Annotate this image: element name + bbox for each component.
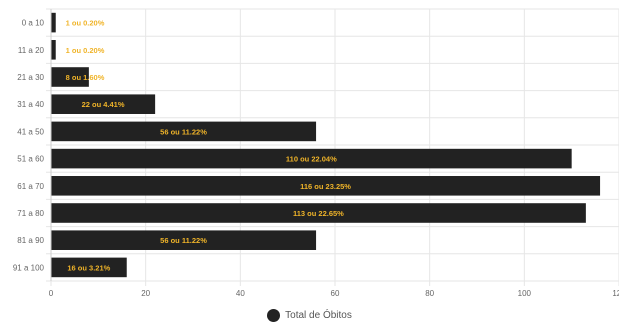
bar-data-label: 8 ou 1.60%: [66, 73, 105, 82]
y-tick-label: 81 a 90: [17, 236, 44, 245]
x-tick-label: 60: [331, 289, 340, 298]
bar[interactable]: [51, 148, 572, 169]
bar-data-label: 110 ou 22.04%: [286, 155, 337, 164]
x-tick-label: 80: [425, 289, 434, 298]
y-tick-label: 61 a 70: [17, 182, 44, 191]
bar[interactable]: [51, 12, 56, 33]
bar[interactable]: [51, 176, 601, 196]
bar-data-label: 22 ou 4.41%: [82, 100, 125, 109]
bar[interactable]: [51, 230, 317, 250]
y-tick-label: 11 a 20: [18, 46, 45, 55]
bar[interactable]: [51, 121, 317, 142]
y-tick-label: 21 a 30: [17, 73, 44, 82]
bar-chart: 0 20 40 60 80 100 120 0 a 10 1 ou 0.20% 11 a 20 1 …: [13, 8, 619, 298]
legend-label: Total de Óbitos: [285, 309, 352, 321]
bar-data-label: 113 ou 22.65%: [293, 209, 344, 218]
bar[interactable]: [51, 67, 89, 87]
bar-data-label: 116 ou 23.25%: [300, 182, 351, 191]
bar-data-label: 1 ou 0.20%: [66, 46, 105, 55]
x-tick-label: 0: [49, 289, 54, 298]
y-tick-label: 51 a 60: [17, 155, 44, 164]
y-tick-label: 0 a 10: [22, 19, 45, 28]
y-tick-label: 31 a 40: [17, 100, 44, 109]
legend-swatch-icon: [267, 308, 281, 322]
x-tick-label: 120: [612, 289, 619, 298]
y-tick-label: 71 a 80: [17, 209, 44, 218]
bar-data-label: 1 ou 0.20%: [66, 19, 105, 28]
bar[interactable]: [51, 257, 127, 278]
x-tick-label: 20: [141, 289, 150, 298]
legend[interactable]: Total de Óbitos: [0, 307, 619, 323]
bar[interactable]: [51, 94, 156, 114]
x-tick-label: 100: [518, 289, 532, 298]
bar[interactable]: [51, 203, 586, 223]
x-tick-label: 40: [236, 289, 245, 298]
y-tick-label: 41 a 50: [17, 127, 44, 136]
bar[interactable]: [51, 40, 56, 60]
y-tick-label: 91 a 100: [13, 263, 45, 272]
bar-data-label: 16 ou 3.21%: [67, 263, 110, 272]
bar-data-label: 56 ou 11.22%: [160, 127, 207, 136]
bar-data-label: 56 ou 11.22%: [160, 236, 207, 245]
